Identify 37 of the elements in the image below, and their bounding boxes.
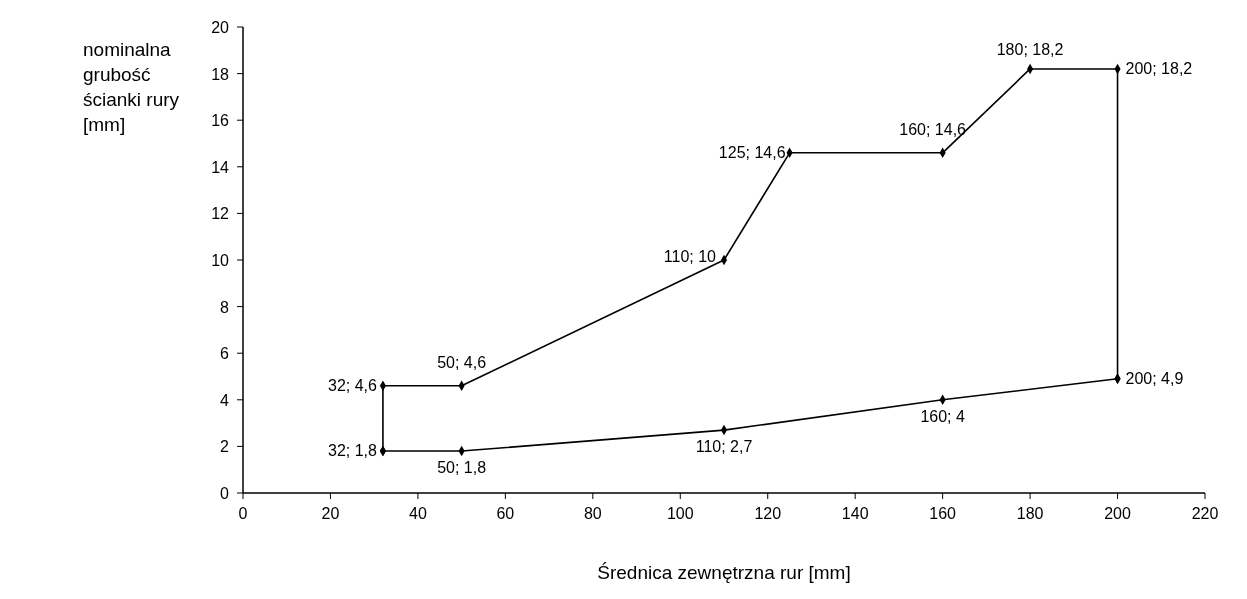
y-tick-label: 6 [220, 345, 230, 363]
y-axis-title: nominalna grubość ścianki rury [mm] [83, 39, 180, 135]
y-tick-label: 12 [211, 205, 230, 223]
data-label: 110; 2,7 [695, 438, 753, 456]
x-tick-label: 220 [1191, 505, 1219, 522]
y-tick-label: 10 [211, 252, 230, 269]
data-label: 125; 14,6 [718, 143, 786, 161]
y-tick-label: 16 [211, 112, 230, 130]
x-tick-label: 80 [583, 505, 602, 522]
y-tick-label: 14 [211, 158, 230, 176]
data-label: 200; 4,9 [1125, 369, 1184, 387]
x-tick-label: 120 [754, 505, 782, 522]
data-label: 200; 18,2 [1125, 59, 1193, 77]
x-tick-label: 160 [929, 505, 957, 522]
y-tick-label: 20 [211, 19, 230, 36]
y-tick-label: 8 [220, 298, 230, 316]
x-tick-label: 100 [666, 505, 694, 522]
x-tick-label: 0 [238, 505, 248, 522]
x-tick-label: 140 [841, 505, 869, 522]
data-label: 32; 4,6 [327, 376, 378, 394]
x-tick-label: 60 [496, 505, 515, 522]
data-label: 160; 14,6 [899, 120, 967, 138]
data-label: 32; 1,8 [327, 442, 378, 460]
data-label: 50; 4,6 [437, 353, 487, 371]
x-tick-label: 20 [321, 505, 340, 522]
data-label: 180; 18,2 [996, 40, 1064, 58]
x-axis-title: Średnica zewnętrzna rur [mm] [597, 562, 851, 583]
data-label: 160; 4 [920, 407, 965, 425]
y-tick-label: 4 [220, 391, 230, 409]
data-label: 50; 1,8 [437, 459, 487, 477]
x-tick-label: 40 [409, 505, 427, 522]
x-tick-label: 200 [1104, 505, 1131, 522]
x-tick-label: 180 [1016, 505, 1044, 522]
y-tick-label: 0 [220, 485, 230, 502]
data-label: 110; 10 [663, 248, 717, 265]
y-tick-label: 18 [211, 65, 230, 83]
y-tick-label: 2 [220, 438, 230, 456]
